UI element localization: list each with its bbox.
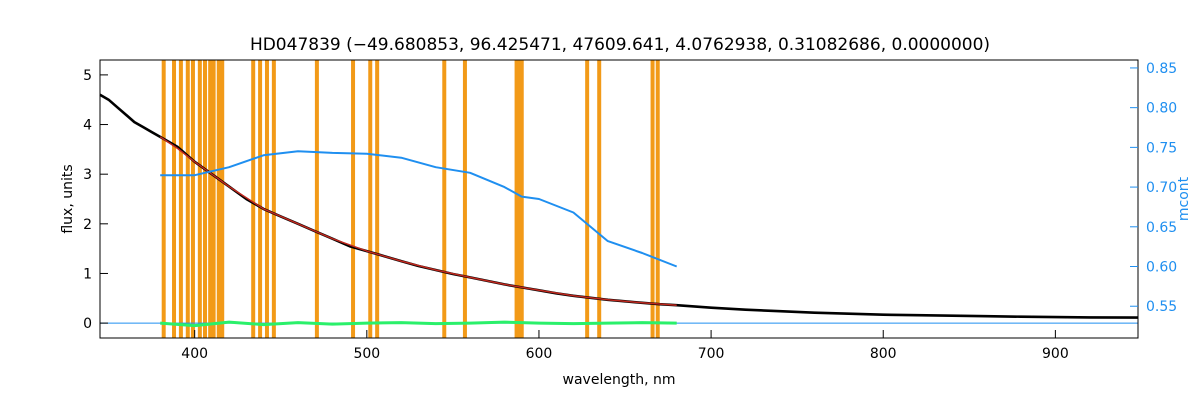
- y-right-tick-label-2: 0.65: [1146, 220, 1177, 236]
- x-tick-label-1: 500: [353, 346, 380, 362]
- plot-frame: [99, 59, 1139, 339]
- chart-title: HD047839 (−49.680853, 96.425471, 47609.6…: [250, 35, 990, 55]
- series-residual: [160, 320, 677, 328]
- x-tick-label-4: 800: [870, 346, 897, 362]
- series-group: [99, 93, 1139, 328]
- left-axis: 0 1 2 3 4 5: [83, 68, 108, 332]
- y-tick-label-4: 4: [83, 118, 92, 134]
- x-tick-label-5: 900: [1042, 346, 1069, 362]
- y-tick-label-3: 3: [83, 167, 92, 183]
- series-observed: [99, 93, 1139, 319]
- y-tick-label-0: 0: [83, 316, 92, 332]
- y-tick-label-1: 1: [83, 266, 92, 282]
- y-right-tick-label-4: 0.75: [1146, 140, 1177, 156]
- x-tick-label-0: 400: [181, 346, 208, 362]
- y-right-tick-label-6: 0.85: [1146, 61, 1177, 77]
- y-right-tick-label-0: 0.55: [1146, 299, 1177, 315]
- x-axis-title: wavelength, nm: [563, 372, 676, 388]
- y-right-axis-title: mcont: [1176, 176, 1192, 221]
- mask-lines: [161, 60, 660, 338]
- y-tick-label-5: 5: [83, 68, 92, 84]
- x-tick-label-3: 700: [698, 346, 725, 362]
- y-tick-label-2: 2: [83, 217, 92, 233]
- y-right-tick-label-5: 0.80: [1146, 101, 1177, 117]
- bottom-axis: 400 500 600 700 800 900: [181, 330, 1069, 362]
- y-axis-title: flux, units: [60, 164, 76, 233]
- y-right-tick-label-3: 0.70: [1146, 180, 1177, 196]
- right-axis: 0.55 0.60 0.65 0.70 0.75 0.80 0.85: [1130, 61, 1177, 315]
- y-right-tick-label-1: 0.60: [1146, 260, 1177, 276]
- x-tick-label-2: 600: [526, 346, 553, 362]
- series-mcont: [160, 150, 678, 268]
